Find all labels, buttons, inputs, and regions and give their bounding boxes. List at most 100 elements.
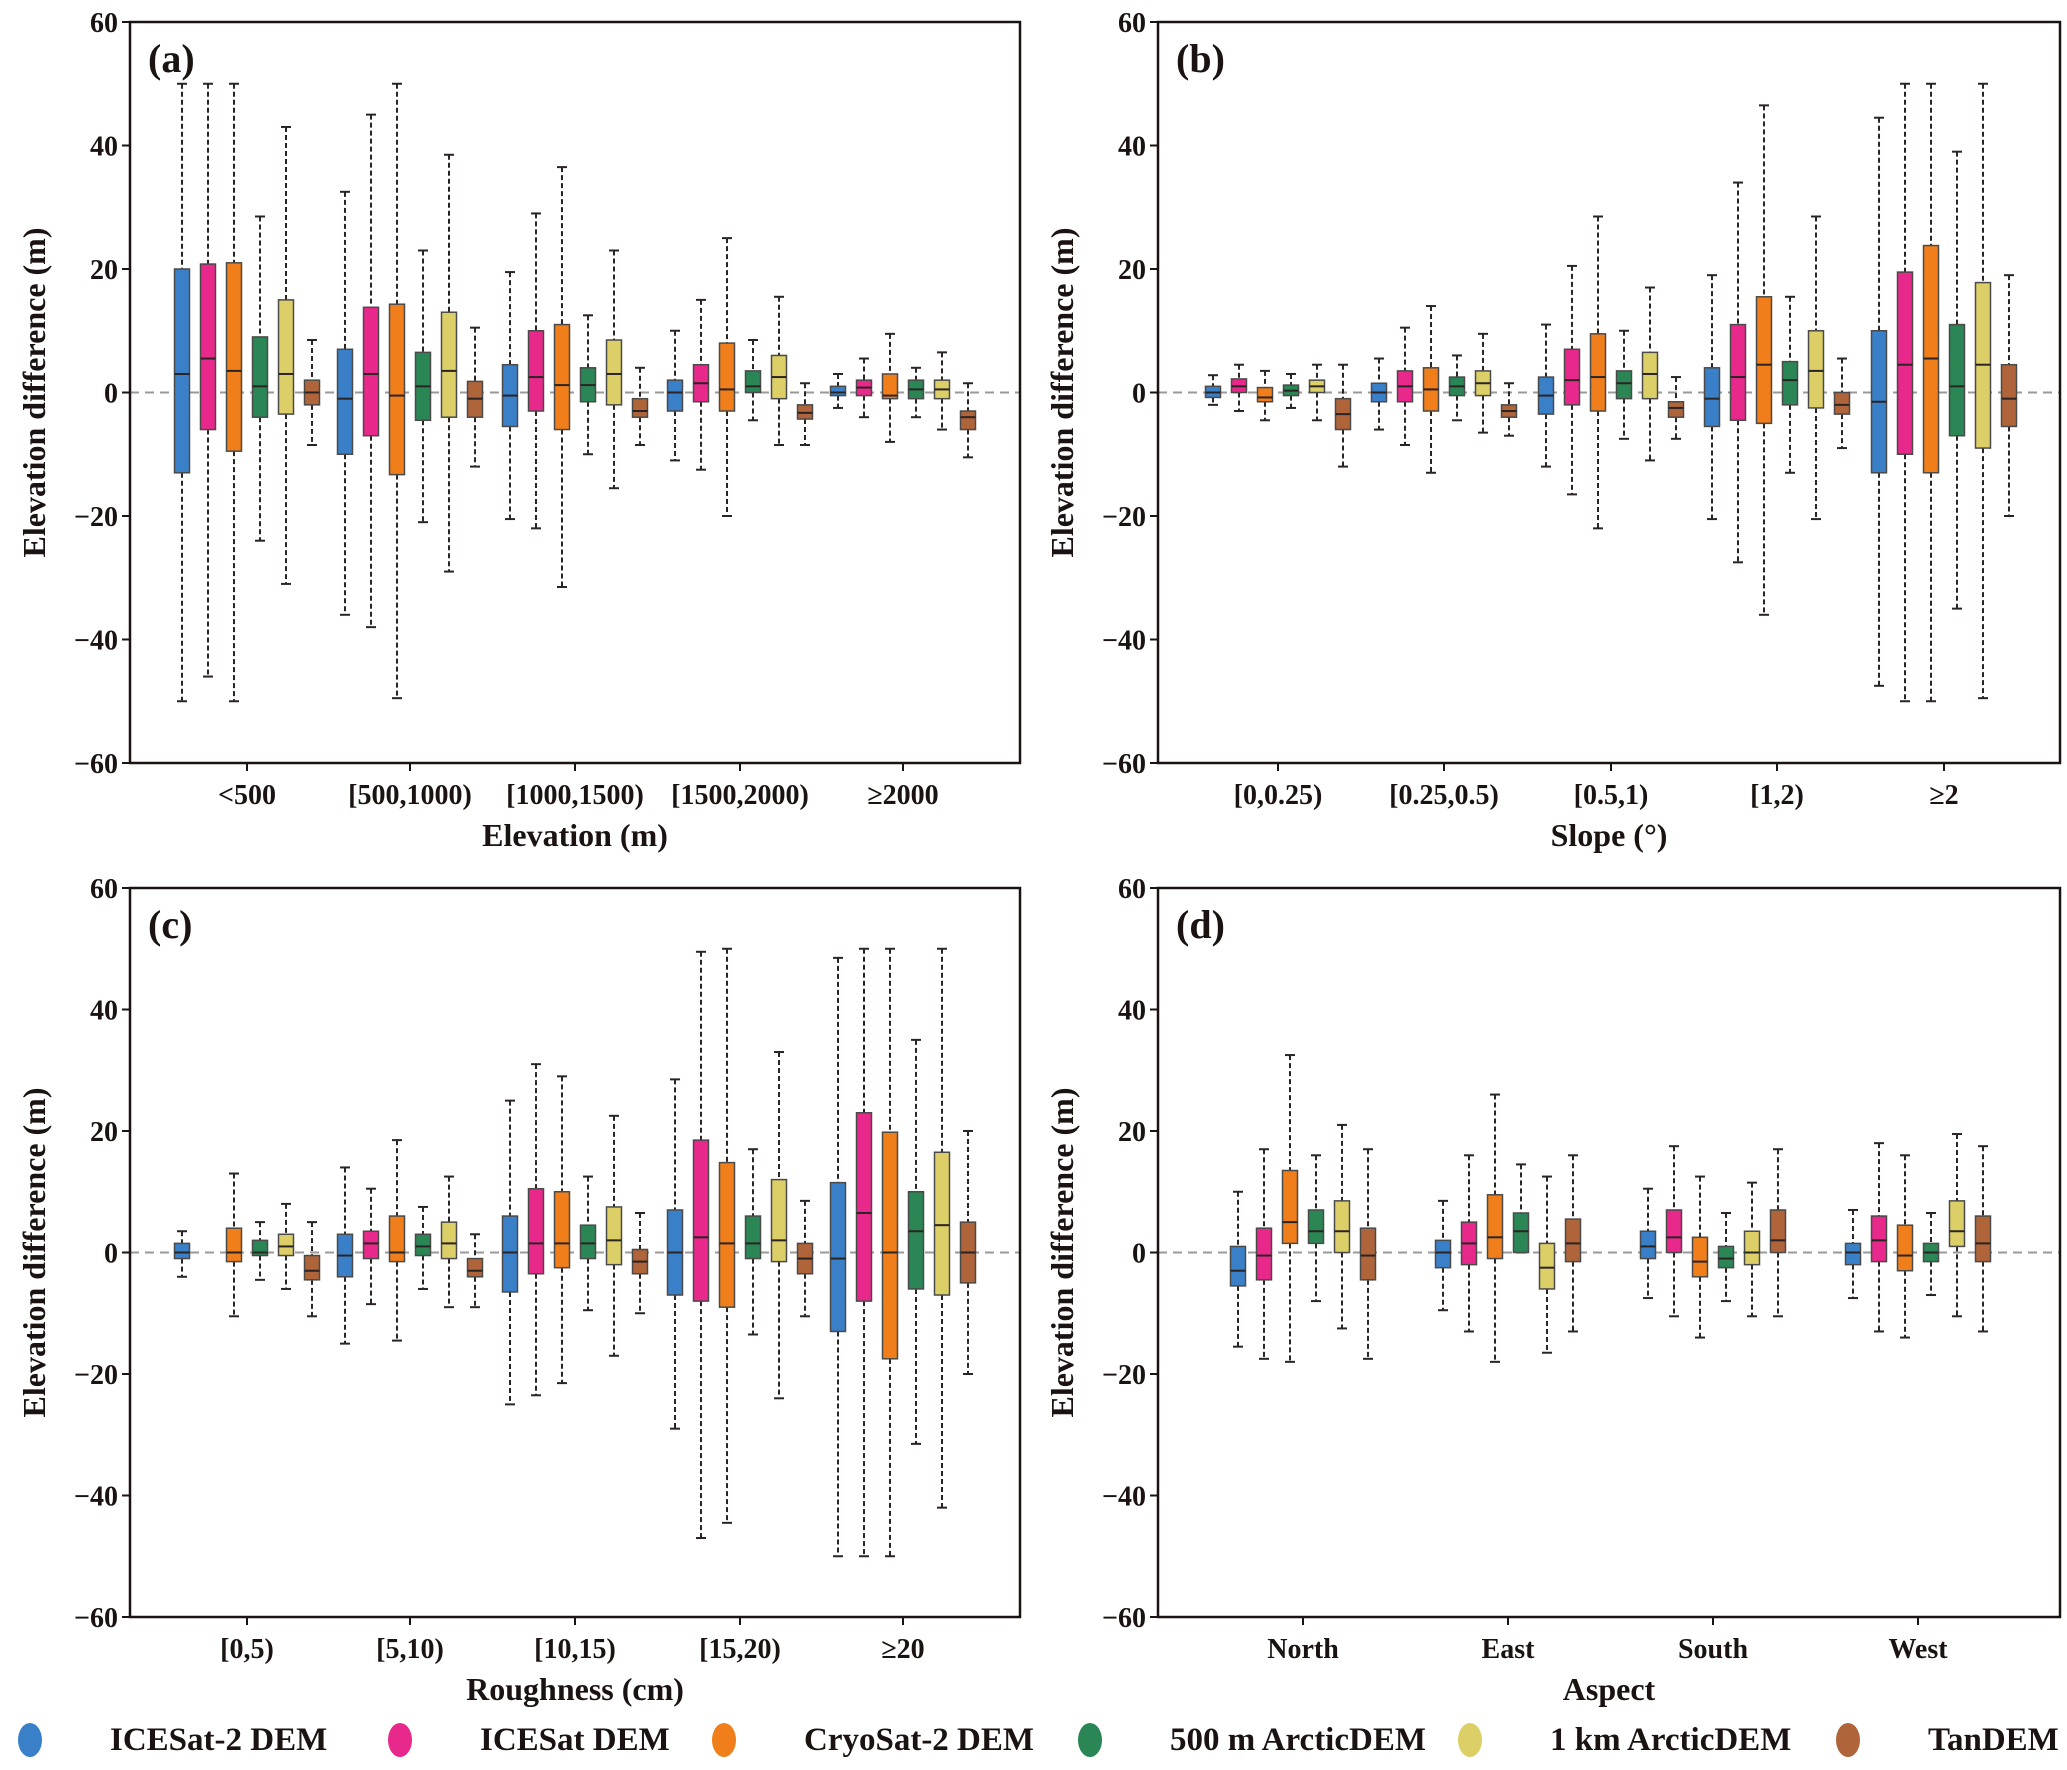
box-body — [1512, 1212, 1530, 1254]
legend-item: 1 km ArcticDEM — [1458, 1712, 1791, 1768]
box-body — [466, 1257, 484, 1278]
y-tick-label: 40 — [1118, 996, 1146, 1027]
box-body — [829, 1181, 847, 1333]
y-tick-label: −20 — [74, 502, 118, 533]
box-body — [199, 263, 217, 431]
box-body — [1333, 1200, 1351, 1254]
box-icesat-dem — [692, 950, 710, 1540]
y-tick-label: −40 — [74, 1482, 118, 1513]
box-body — [1307, 1209, 1325, 1245]
x-tick-label: [1,2) — [1750, 780, 1804, 811]
box-icesat-2-dem — [336, 190, 354, 616]
box-500-m-arcticdem — [744, 339, 762, 422]
box-body — [692, 1139, 710, 1302]
box-500-m-arcticdem — [1307, 1154, 1325, 1303]
box-tandem — [1769, 1148, 1787, 1318]
plot-frame — [1156, 20, 2062, 765]
box-icesat-2-dem — [1537, 323, 1555, 468]
box-500-m-arcticdem — [1448, 354, 1466, 422]
box-tandem — [1500, 382, 1518, 437]
y-tick-label: −20 — [74, 1360, 118, 1391]
box-tandem — [1359, 1148, 1377, 1360]
box-1-km-arcticdem — [933, 947, 951, 1509]
box-500-m-arcticdem — [414, 1205, 432, 1290]
box-tandem — [303, 339, 321, 446]
box-icesat-dem — [362, 1187, 380, 1306]
box-icesat-2-dem — [1204, 374, 1222, 406]
box-cryosat-2-dem — [1589, 215, 1607, 530]
box-body — [1896, 1224, 1914, 1272]
box-body — [1667, 401, 1685, 418]
x-tick-label: [0,5) — [220, 1634, 274, 1665]
box-body — [1948, 1200, 1966, 1248]
box-cryosat-2-dem — [881, 947, 899, 1558]
box-tandem — [959, 382, 977, 459]
legend-marker-icon — [18, 1723, 42, 1757]
box-body — [173, 268, 191, 474]
box-500-m-arcticdem — [251, 1221, 269, 1281]
x-tick-label: ≥2000 — [867, 780, 938, 811]
box-1-km-arcticdem — [770, 295, 788, 446]
box-cryosat-2-dem — [718, 237, 736, 517]
box-body — [388, 1215, 406, 1263]
x-tick-label: East — [1482, 1634, 1536, 1665]
box-cryosat-2-dem — [718, 947, 736, 1524]
box-body — [855, 1112, 873, 1302]
box-body — [718, 342, 736, 412]
panel-d: 60 40 20 0 −20 −40 −60 Elevation difference (m)… — [1044, 874, 2062, 1707]
x-tick-label: West — [1888, 1634, 1948, 1665]
legend-label: ICESat DEM — [480, 1721, 670, 1758]
box-tandem — [303, 1221, 321, 1318]
box-body — [605, 1206, 623, 1266]
box-body — [959, 410, 977, 431]
box-icesat-2-dem — [501, 1099, 519, 1406]
box-icesat-dem — [1563, 264, 1581, 496]
box-1-km-arcticdem — [1333, 1123, 1351, 1330]
panel-label: (c) — [148, 902, 192, 947]
box-body — [744, 1215, 762, 1260]
box-body — [1641, 351, 1659, 400]
box-body — [414, 1233, 432, 1257]
box-body — [173, 1242, 191, 1260]
box-tandem — [1667, 376, 1685, 440]
box-body — [1691, 1236, 1709, 1278]
legend: ICESat-2 DEM ICESat DEM CryoSat-2 DEM 50… — [0, 1712, 2067, 1770]
box-body — [2000, 363, 2018, 428]
box-500-m-arcticdem — [579, 314, 597, 456]
box-tandem — [631, 366, 649, 446]
box-tandem — [959, 1130, 977, 1375]
box-tandem — [1974, 1145, 1992, 1333]
y-tick-label: 60 — [1118, 8, 1146, 39]
box-body — [666, 379, 684, 412]
box-icesat-2-dem — [173, 1230, 191, 1278]
plot-frame — [1156, 886, 2062, 1619]
box-icesat-2-dem — [1639, 1187, 1657, 1300]
box-body — [1256, 386, 1274, 403]
box-body — [1769, 1209, 1787, 1254]
box-body — [1896, 271, 1914, 455]
box-500-m-arcticdem — [744, 1148, 762, 1336]
box-body — [501, 1215, 519, 1293]
box-1-km-arcticdem — [277, 1202, 295, 1290]
legend-label: TanDEM — [1928, 1721, 2059, 1758]
box-1-km-arcticdem — [440, 153, 458, 573]
x-tick-label: <500 — [218, 780, 276, 811]
legend-item: ICESat DEM — [388, 1712, 670, 1768]
box-cryosat-2-dem — [1922, 82, 1940, 703]
box-body — [1639, 1230, 1657, 1260]
box-body — [1563, 348, 1581, 406]
box-body — [303, 1254, 321, 1281]
box-tandem — [466, 326, 484, 468]
legend-label: 500 m ArcticDEM — [1170, 1721, 1426, 1758]
y-tick-label: 40 — [90, 132, 118, 163]
box-body — [1255, 1227, 1273, 1281]
box-body — [1229, 1245, 1247, 1287]
box-500-m-arcticdem — [1948, 150, 1966, 610]
box-1-km-arcticdem — [1807, 215, 1825, 521]
box-body — [1870, 1215, 1888, 1263]
box-icesat-dem — [527, 1063, 545, 1397]
box-icesat-2-dem — [1703, 274, 1721, 521]
y-tick-label: −40 — [1102, 1482, 1146, 1513]
x-axis-label: Roughness (cm) — [466, 1671, 684, 1707]
box-1-km-arcticdem — [1474, 332, 1492, 434]
